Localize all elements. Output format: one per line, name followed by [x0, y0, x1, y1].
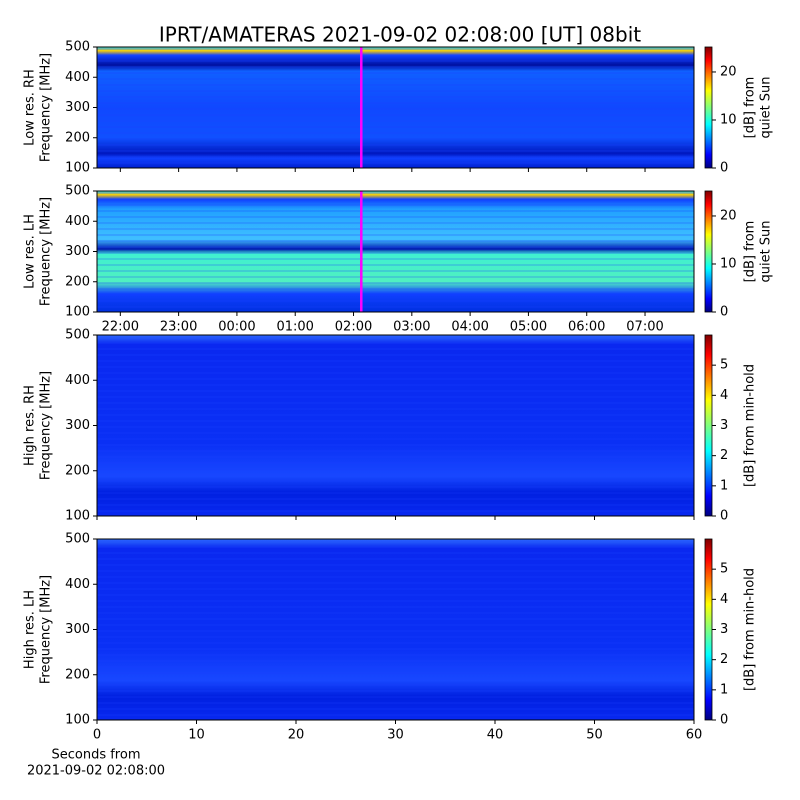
y-tick-label: 200 [65, 130, 90, 145]
y-tick-label: 400 [65, 70, 90, 85]
x-tick-label: 60 [686, 728, 703, 743]
colorbar-tick-label: 10 [720, 112, 737, 127]
colorbar-tick-label: 2 [720, 448, 728, 463]
colorbar [704, 538, 713, 721]
x-tick-label: 23:00 [160, 320, 197, 335]
y-tick-label: 400 [65, 577, 90, 592]
colorbar-tick-label: 0 [720, 305, 728, 320]
x-tick-label: 03:00 [393, 320, 430, 335]
colorbar-tick-label: 4 [720, 592, 728, 607]
x-tick-label: 06:00 [568, 320, 605, 335]
x-tick-label: 00:00 [218, 320, 255, 335]
colorbar-tick-label: 1 [720, 682, 728, 697]
x-tick-label: 40 [487, 728, 504, 743]
y-tick-label: 400 [65, 214, 90, 229]
colorbar-tick-label: 10 [720, 256, 737, 271]
y-axis-label: Frequency [MHz] [39, 53, 54, 162]
x-tick-label: 0 [93, 728, 101, 743]
spectrogram-texture [97, 335, 694, 516]
y-tick-label: 300 [65, 244, 90, 259]
x-tick-label: 22:00 [102, 320, 139, 335]
colorbar-tick-label: 2 [720, 652, 728, 667]
y-tick-label: 200 [65, 463, 90, 478]
x-tick-label: 02:00 [335, 320, 372, 335]
x-tick-label: 10 [188, 728, 205, 743]
y-tick-label: 100 [65, 509, 90, 524]
chart-title: IPRT/AMATERAS 2021-09-02 02:08:00 [UT] 0… [159, 23, 641, 47]
spectrogram-texture [97, 539, 694, 720]
x-tick-label: 30 [387, 728, 404, 743]
x-axis-label: Seconds from [51, 748, 140, 763]
x-tick-label: 01:00 [276, 320, 313, 335]
y-axis-label: Low res. RH [23, 69, 38, 146]
colorbar-label: [dB] from min-hold [743, 568, 758, 691]
y-axis-label: High res. LH [23, 590, 38, 669]
colorbar-tick-label: 0 [720, 509, 728, 524]
x-tick-label: 20 [288, 728, 305, 743]
y-tick-label: 300 [65, 622, 90, 637]
colorbar-label: [dB] from min-hold [743, 364, 758, 487]
y-tick-label: 300 [65, 418, 90, 433]
colorbar-tick-label: 20 [720, 64, 737, 79]
y-axis-label: Frequency [MHz] [39, 575, 54, 684]
x-tick-label: 05:00 [510, 320, 547, 335]
y-tick-label: 100 [65, 305, 90, 320]
y-axis-label: Frequency [MHz] [39, 371, 54, 480]
y-tick-label: 300 [65, 100, 90, 115]
colorbar-tick-label: 5 [720, 358, 728, 373]
y-tick-label: 200 [65, 667, 90, 682]
x-tick-label: 07:00 [626, 320, 663, 335]
y-tick-label: 100 [65, 161, 90, 176]
y-axis-label: Low res. LH [23, 214, 38, 289]
colorbar-label: quiet Sun [759, 76, 774, 138]
y-axis-label: High res. RH [23, 385, 38, 466]
colorbar [704, 334, 713, 517]
y-tick-label: 500 [65, 184, 90, 199]
x-axis-label: 2021-09-02 02:08:00 [27, 764, 165, 779]
y-tick-label: 500 [65, 328, 90, 343]
y-tick-label: 200 [65, 274, 90, 289]
colorbar-tick-label: 3 [720, 622, 728, 637]
y-axis-label: Frequency [MHz] [39, 197, 54, 306]
colorbar-tick-label: 1 [720, 478, 728, 493]
colorbar-tick-label: 0 [720, 713, 728, 728]
x-tick-label: 04:00 [451, 320, 488, 335]
colorbar-tick-label: 3 [720, 418, 728, 433]
colorbar-tick-label: 4 [720, 388, 728, 403]
y-tick-label: 500 [65, 40, 90, 55]
colorbar [704, 46, 713, 169]
y-tick-label: 500 [65, 532, 90, 547]
colorbar-label: [dB] from [743, 221, 758, 283]
spectrogram-texture [97, 191, 694, 312]
y-tick-label: 400 [65, 373, 90, 388]
y-tick-label: 100 [65, 713, 90, 728]
colorbar-label: [dB] from [743, 77, 758, 139]
colorbar-tick-label: 20 [720, 208, 737, 223]
spectrogram-texture [97, 47, 694, 168]
colorbar-tick-label: 0 [720, 161, 728, 176]
colorbar-label: quiet Sun [759, 220, 774, 282]
x-tick-label: 50 [586, 728, 603, 743]
colorbar-tick-label: 5 [720, 562, 728, 577]
colorbar [704, 190, 713, 313]
